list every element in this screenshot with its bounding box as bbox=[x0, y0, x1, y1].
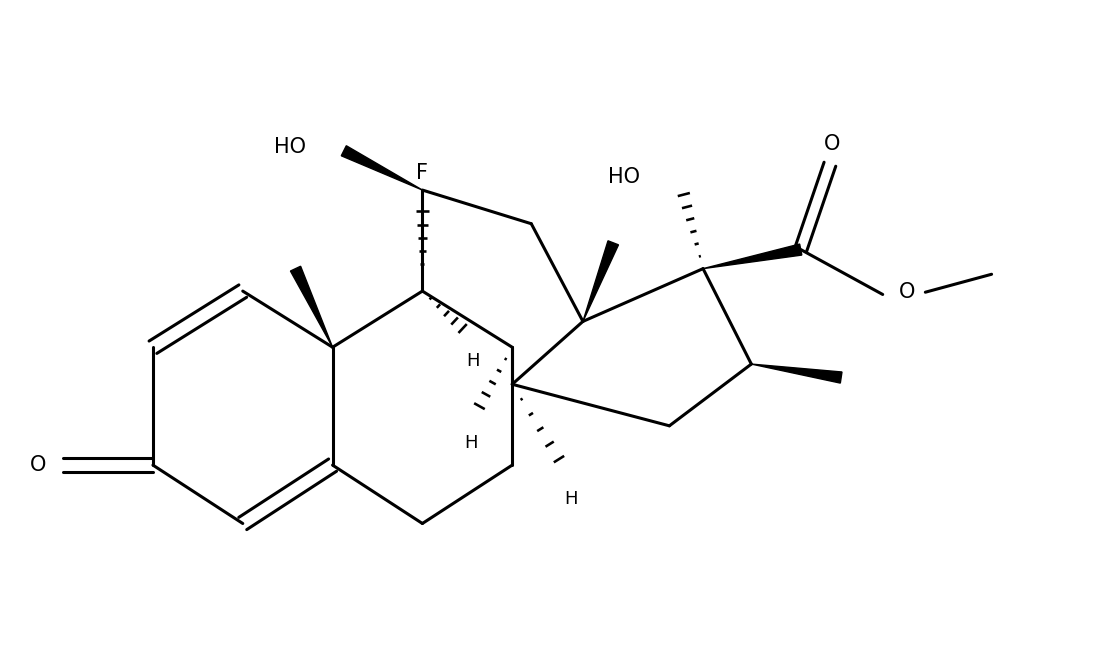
Text: HO: HO bbox=[609, 167, 641, 187]
Polygon shape bbox=[751, 364, 842, 383]
Text: H: H bbox=[467, 351, 480, 370]
Polygon shape bbox=[582, 241, 619, 321]
Text: H: H bbox=[464, 433, 478, 452]
Polygon shape bbox=[290, 266, 333, 347]
Text: F: F bbox=[417, 163, 428, 183]
Text: H: H bbox=[564, 490, 577, 508]
Text: O: O bbox=[30, 455, 46, 475]
Text: O: O bbox=[899, 282, 915, 302]
Text: O: O bbox=[824, 134, 840, 154]
Text: HO: HO bbox=[274, 137, 306, 157]
Polygon shape bbox=[341, 146, 422, 190]
Polygon shape bbox=[703, 244, 802, 269]
